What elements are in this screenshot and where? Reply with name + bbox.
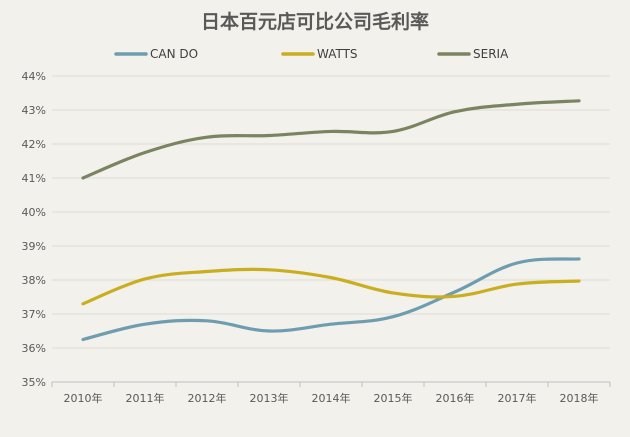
- y-axis-ticks: 35% 36% 37% 38% 39% 40% 41% 42% 43% 44%: [22, 70, 46, 389]
- x-tick-label: 2015年: [374, 391, 413, 405]
- legend-label-can-do: CAN DO: [150, 47, 198, 61]
- x-tick-label: 2018年: [560, 391, 599, 405]
- y-tick-label: 42%: [22, 138, 46, 151]
- series-line-watts: [81, 267, 581, 306]
- x-tick-label: 2013年: [250, 391, 289, 405]
- x-tick-label: 2014年: [312, 391, 351, 405]
- x-axis: 2010年 2011年 2012年 2013年 2014年 2015年 2016年 2017年…: [51, 381, 611, 405]
- y-tick-label: 36%: [22, 342, 46, 355]
- y-tick-label: 37%: [22, 308, 46, 321]
- y-tick-label: 43%: [22, 104, 46, 117]
- y-tick-label: 35%: [22, 376, 46, 389]
- x-tick-label: 2012年: [188, 391, 227, 405]
- series-line-seria: [81, 99, 581, 180]
- gridlines: [52, 75, 610, 349]
- y-tick-label: 40%: [22, 206, 46, 219]
- legend: CAN DO WATTS SERIA: [114, 47, 509, 61]
- legend-label-watts: WATTS: [317, 47, 358, 61]
- x-tick-label: 2016年: [436, 391, 475, 405]
- x-tick-label: 2011年: [126, 391, 165, 405]
- series-line-can-do: [81, 257, 581, 342]
- legend-label-seria: SERIA: [473, 47, 509, 61]
- y-tick-label: 41%: [22, 172, 46, 185]
- chart-title: 日本百元店可比公司毛利率: [201, 10, 429, 33]
- x-tick-label: 2017年: [498, 391, 537, 405]
- x-tick-label: 2010年: [64, 391, 103, 405]
- y-tick-label: 39%: [22, 240, 46, 253]
- series-lines: [81, 99, 581, 342]
- y-tick-label: 38%: [22, 274, 46, 287]
- y-tick-label: 44%: [22, 70, 46, 83]
